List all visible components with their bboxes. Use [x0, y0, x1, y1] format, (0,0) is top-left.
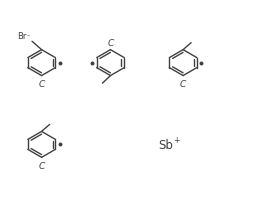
Text: +: +: [174, 135, 180, 144]
Text: Sb: Sb: [158, 138, 173, 151]
Text: Br⁻: Br⁻: [18, 32, 31, 41]
Text: C: C: [38, 80, 45, 89]
Text: C: C: [107, 39, 114, 48]
Text: C: C: [180, 80, 186, 89]
Text: C: C: [38, 161, 45, 170]
